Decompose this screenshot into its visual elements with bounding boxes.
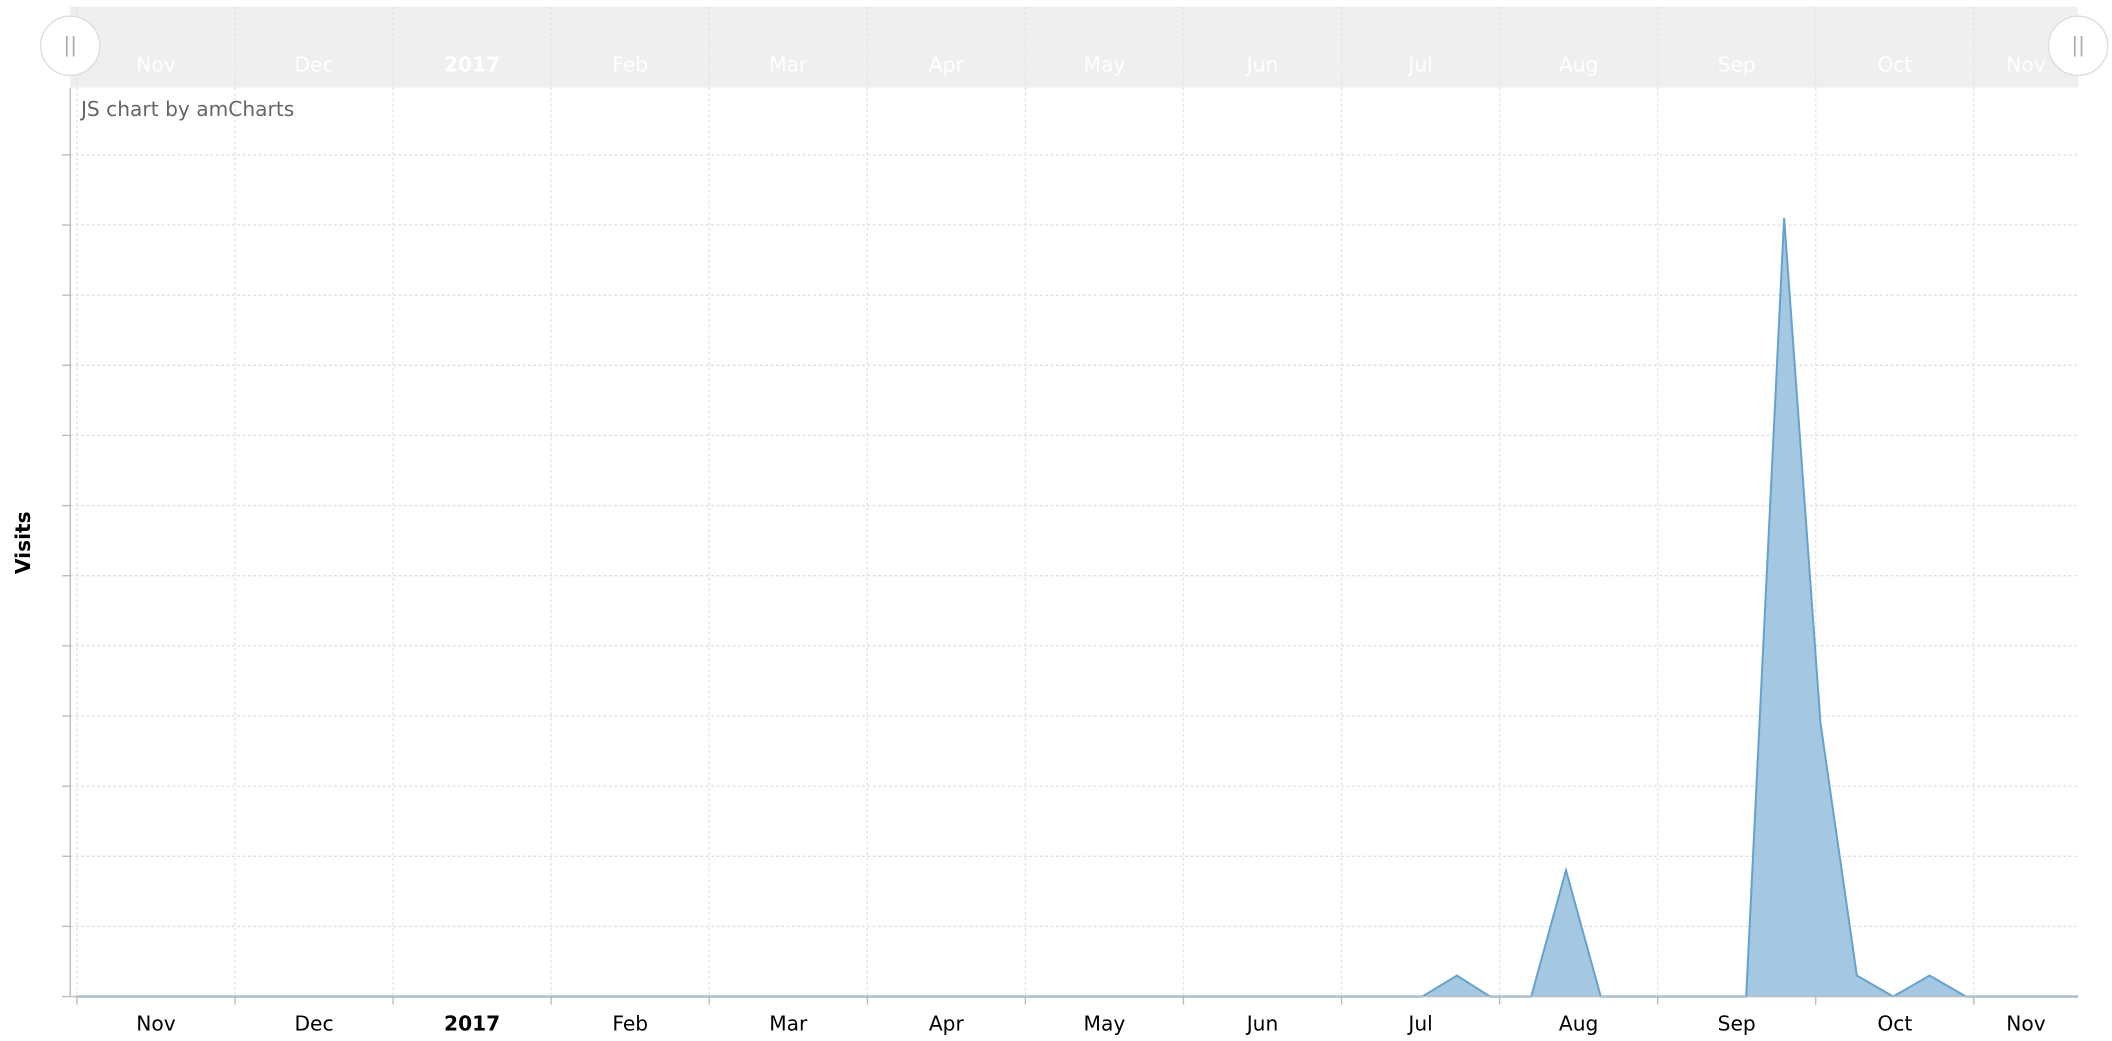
scrollbar-labels: Nov Dec 2017 Feb Mar Apr May Jun Jul Aug Sep Oct Nov bbox=[136, 52, 2045, 76]
x-tick-label: Dec bbox=[295, 1011, 334, 1035]
x-tick-label: Apr bbox=[929, 1011, 965, 1035]
scrollbar-label: Jun bbox=[1245, 52, 1279, 76]
scroll-handle-left[interactable] bbox=[39, 15, 101, 77]
x-tick-label: Nov bbox=[136, 1011, 175, 1035]
x-tick-label: Nov bbox=[2006, 1011, 2045, 1035]
scroll-handle-right[interactable] bbox=[2047, 15, 2109, 77]
x-tick-label: Jun bbox=[1245, 1011, 1279, 1035]
handle-grip: || bbox=[2071, 32, 2085, 56]
scrollbar-label: Aug bbox=[1559, 52, 1598, 76]
scrollbar-label: 2017 bbox=[444, 52, 500, 76]
x-tick-label: Jul bbox=[1406, 1011, 1432, 1035]
scrollbar-label: Nov bbox=[136, 52, 175, 76]
scrollbar-label: Sep bbox=[1718, 52, 1756, 76]
x-tick-label: Feb bbox=[612, 1011, 648, 1035]
x-tick-label: May bbox=[1084, 1011, 1126, 1035]
x-tick-label: Mar bbox=[769, 1011, 808, 1035]
handle-grip: || bbox=[63, 32, 77, 56]
scrollbar-label: Nov bbox=[2006, 52, 2045, 76]
scrollbar-label: Oct bbox=[1877, 52, 1912, 76]
scrollbar-label: Jul bbox=[1406, 52, 1432, 76]
scrollbar-label: Apr bbox=[929, 52, 965, 76]
y-axis-label: Visits bbox=[11, 511, 35, 574]
scrollbar-label: May bbox=[1084, 52, 1126, 76]
scrollbar-label: Dec bbox=[295, 52, 334, 76]
x-tick-label: Oct bbox=[1877, 1011, 1912, 1035]
x-tick-label: 2017 bbox=[444, 1011, 500, 1035]
scrollbar[interactable] bbox=[70, 6, 2079, 88]
plot bbox=[76, 217, 2079, 998]
scrollbar-label: Feb bbox=[612, 52, 648, 76]
credit: JS chart by amCharts bbox=[79, 97, 294, 121]
x-tick-label: Sep bbox=[1718, 1011, 1756, 1035]
x-tick-label: Aug bbox=[1559, 1011, 1598, 1035]
scrollbar-label: Mar bbox=[769, 52, 808, 76]
